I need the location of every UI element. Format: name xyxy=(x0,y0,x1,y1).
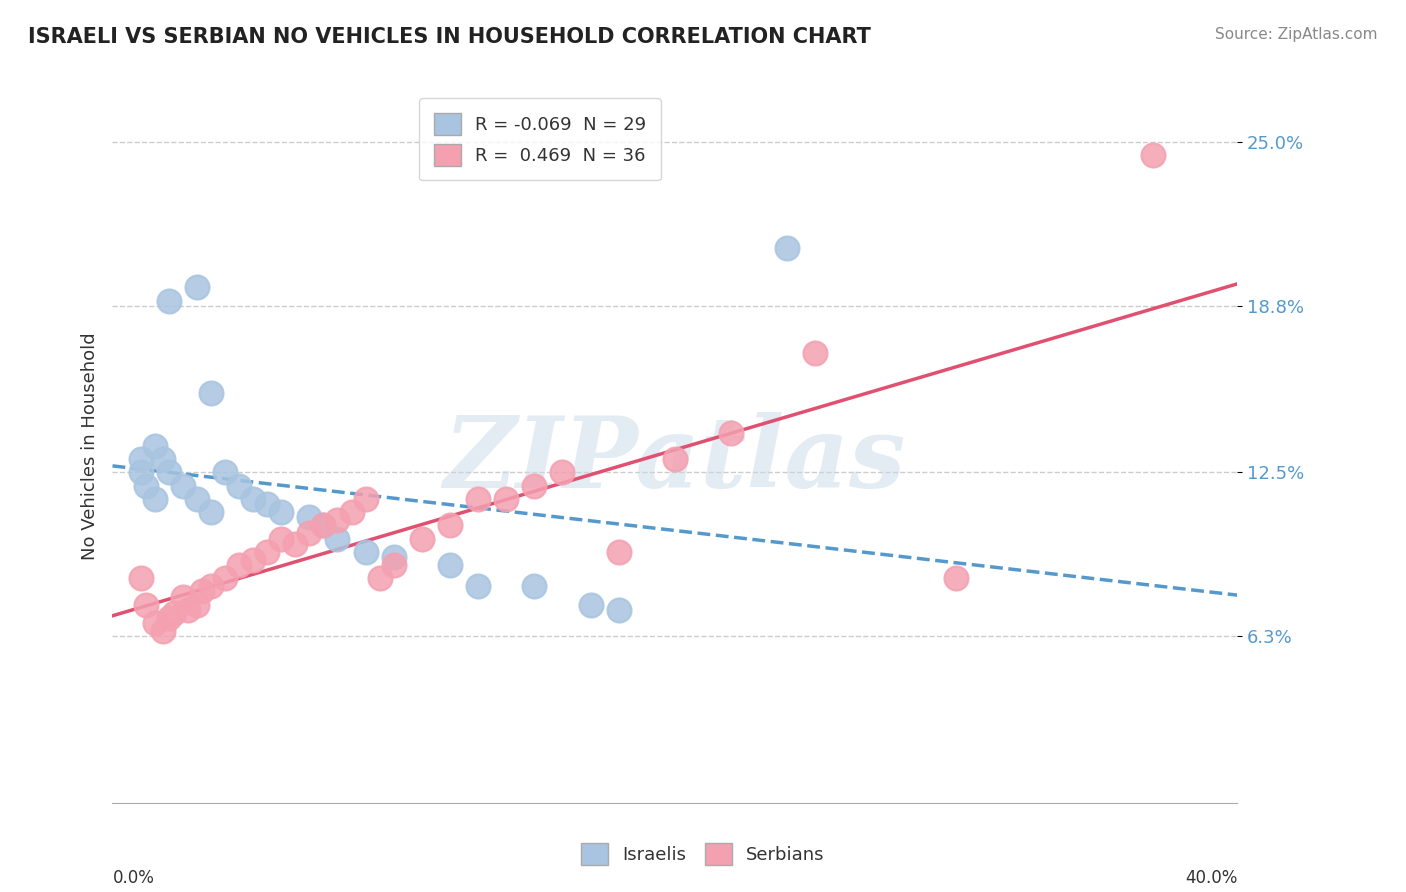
Y-axis label: No Vehicles in Household: No Vehicles in Household xyxy=(80,332,98,560)
Point xyxy=(152,624,174,638)
Point xyxy=(270,532,292,546)
Point xyxy=(172,478,194,492)
Point xyxy=(242,491,264,506)
Legend: R = -0.069  N = 29, R =  0.469  N = 36: R = -0.069 N = 29, R = 0.469 N = 36 xyxy=(419,98,661,180)
Point xyxy=(172,590,194,604)
Point xyxy=(143,616,166,631)
Point xyxy=(382,558,405,572)
Text: Source: ZipAtlas.com: Source: ZipAtlas.com xyxy=(1215,27,1378,42)
Point xyxy=(354,491,377,506)
Point xyxy=(177,603,200,617)
Point xyxy=(495,491,517,506)
Point xyxy=(945,571,967,585)
Point xyxy=(439,558,461,572)
Point xyxy=(298,510,321,524)
Point xyxy=(523,579,546,593)
Point xyxy=(340,505,363,519)
Point xyxy=(607,545,630,559)
Point xyxy=(143,491,166,506)
Point xyxy=(284,537,307,551)
Point xyxy=(312,518,335,533)
Point xyxy=(143,439,166,453)
Point xyxy=(200,386,222,401)
Point xyxy=(242,552,264,566)
Point xyxy=(129,571,152,585)
Point xyxy=(200,579,222,593)
Point xyxy=(157,466,180,480)
Point xyxy=(270,505,292,519)
Point xyxy=(152,452,174,467)
Point xyxy=(163,606,186,620)
Point xyxy=(326,532,349,546)
Point xyxy=(439,518,461,533)
Point xyxy=(228,478,250,492)
Point xyxy=(135,598,157,612)
Point xyxy=(804,346,827,360)
Point xyxy=(312,518,335,533)
Point xyxy=(157,611,180,625)
Text: 40.0%: 40.0% xyxy=(1185,869,1237,887)
Point xyxy=(382,549,405,564)
Point xyxy=(186,598,208,612)
Point xyxy=(720,425,742,440)
Point xyxy=(776,241,799,255)
Point xyxy=(551,466,574,480)
Point xyxy=(214,466,236,480)
Text: 0.0%: 0.0% xyxy=(112,869,155,887)
Point xyxy=(1142,148,1164,162)
Point xyxy=(411,532,433,546)
Point xyxy=(368,571,391,585)
Point xyxy=(256,545,278,559)
Point xyxy=(467,491,489,506)
Point xyxy=(228,558,250,572)
Point xyxy=(214,571,236,585)
Point xyxy=(523,478,546,492)
Point xyxy=(298,526,321,541)
Point xyxy=(467,579,489,593)
Text: ZIPatlas: ZIPatlas xyxy=(444,412,905,508)
Point xyxy=(664,452,686,467)
Point xyxy=(157,293,180,308)
Point xyxy=(326,513,349,527)
Legend: Israelis, Serbians: Israelis, Serbians xyxy=(572,834,834,874)
Point xyxy=(186,491,208,506)
Point xyxy=(191,584,214,599)
Point xyxy=(129,452,152,467)
Point xyxy=(186,280,208,294)
Text: ISRAELI VS SERBIAN NO VEHICLES IN HOUSEHOLD CORRELATION CHART: ISRAELI VS SERBIAN NO VEHICLES IN HOUSEH… xyxy=(28,27,870,46)
Point xyxy=(200,505,222,519)
Point xyxy=(256,497,278,511)
Point xyxy=(135,478,157,492)
Point xyxy=(354,545,377,559)
Point xyxy=(129,466,152,480)
Point xyxy=(607,603,630,617)
Point xyxy=(579,598,602,612)
